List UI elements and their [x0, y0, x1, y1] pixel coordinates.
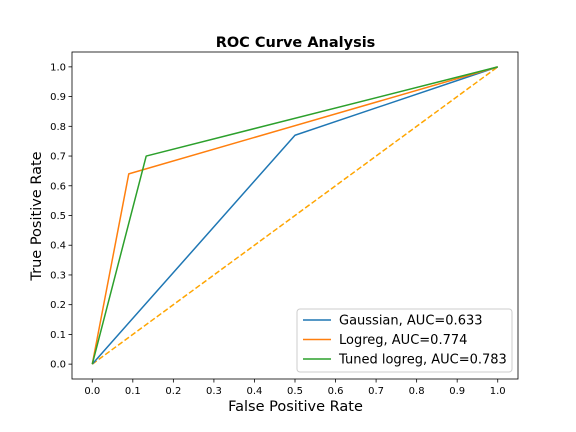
- y-tick-label: 1.0: [50, 62, 66, 73]
- x-tick-label: 0.0: [84, 386, 100, 397]
- y-tick-label: 0.8: [50, 122, 66, 133]
- y-tick-label: 0.3: [50, 270, 66, 281]
- x-tick-label: 0.3: [206, 386, 222, 397]
- y-axis-label: True Positive Rate: [29, 151, 45, 281]
- axis-ticks: 0.0 0.1 0.2 0.3 0.4 0.5 0.6 0.7 0.8 0.9 1.0 0.0 0.1 0…: [50, 62, 506, 397]
- x-axis-label: False Positive Rate: [228, 399, 363, 415]
- legend-label-1: Gaussian, AUC=0.633: [339, 314, 483, 329]
- legend-label-2: Logreg, AUC=0.774: [339, 333, 467, 348]
- x-tick-label: 0.6: [328, 386, 344, 397]
- legend-box: [296, 308, 513, 373]
- reference-diagonal-line: [91, 66, 499, 365]
- y-tick-label: 0.1: [50, 330, 66, 341]
- x-tick-label: 1.0: [490, 386, 506, 397]
- x-tick-label: 0.5: [287, 386, 303, 397]
- y-tick-label: 0.7: [50, 152, 66, 163]
- y-tick-label: 0.9: [50, 92, 66, 103]
- x-tick-label: 0.8: [409, 386, 425, 397]
- y-tick-label: 0.5: [50, 211, 66, 222]
- legend: Gaussian, AUC=0.633 Logreg, AUC=0.774 Tune…: [296, 308, 513, 373]
- series-line-2: [91, 66, 498, 365]
- x-tick-label: 0.2: [165, 386, 181, 397]
- x-tick-label: 0.9: [449, 386, 465, 397]
- y-tick-label: 0.2: [50, 300, 66, 311]
- y-tick-label: 0.4: [50, 241, 66, 252]
- y-tick-label: 0.0: [50, 360, 66, 371]
- x-tick-label: 0.4: [247, 386, 263, 397]
- series-line-3: [91, 66, 498, 365]
- chart-title: ROC Curve Analysis: [216, 35, 376, 51]
- series-line-1: [91, 66, 498, 365]
- legend-label-3: Tuned logreg, AUC=0.783: [338, 353, 507, 368]
- x-tick-label: 0.7: [368, 386, 384, 397]
- plot-area: [71, 51, 519, 380]
- y-tick-label: 0.6: [50, 181, 66, 192]
- x-tick-label: 0.1: [125, 386, 141, 397]
